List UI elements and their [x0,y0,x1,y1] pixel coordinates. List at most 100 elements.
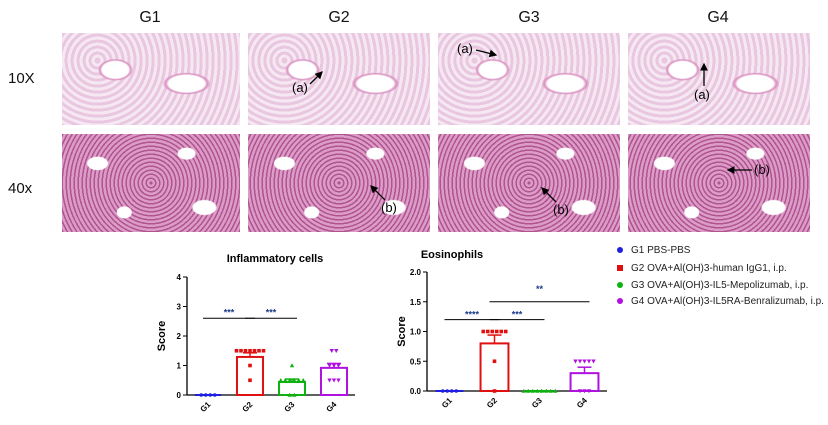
data-point [261,348,266,353]
data-point [199,393,204,397]
x-tick-label: G4 [575,396,589,410]
data-point [544,388,549,393]
legend-label: G4 OVA+Al(OH)3-IL5RA-Benralizumab, i.p. [631,296,824,307]
row-header-40x: 40x [8,180,33,197]
data-point [586,359,592,364]
data-point [292,378,297,383]
annotation-a-g2: (a) [292,80,308,95]
data-point [283,378,288,383]
annotation-a-g3: (a) [457,41,473,56]
data-point [553,388,558,393]
histology-g1-40x [62,134,240,232]
x-tick-label: G1 [440,396,454,410]
data-point [582,389,587,394]
y-tick-label: 2 [177,332,182,341]
data-point [248,363,252,368]
column-header-g3: G3 [518,9,540,26]
data-point [586,389,592,394]
data-point [234,348,239,353]
significance-label: *** [512,310,523,320]
data-point [257,348,261,353]
data-point [336,363,341,368]
x-tick-label: G2 [241,400,255,414]
data-point [582,359,587,364]
chart-title: Inflammatory cells [227,253,324,265]
y-tick-label: 3 [177,303,182,312]
x-tick-label: G1 [199,400,213,414]
legend-label: G1 PBS-PBS [631,245,691,256]
legend-marker-icon [617,265,623,272]
x-tick-label: G3 [530,396,544,410]
data-point [573,359,578,364]
y-tick-label: 4 [177,273,182,282]
data-point [331,363,337,368]
data-point [212,393,217,397]
data-point [287,378,292,383]
histology-g4-10x [628,33,810,125]
data-point [239,348,243,353]
annotation-b-g2: (b) [381,200,397,215]
data-point [445,389,450,393]
legend-marker-icon [617,282,623,289]
data-point [485,329,490,334]
data-point [329,348,334,353]
data-point [494,329,499,334]
legend-label: G2 OVA+Al(OH)3-human IgG1, i.p. [631,263,787,274]
histology-g2-10x [248,33,430,125]
data-point [327,378,332,383]
y-axis-label: Score [396,316,408,347]
bar [277,381,307,396]
arrow-icon [541,187,557,203]
data-point [336,378,341,383]
data-point [248,378,252,383]
significance-label: ** [536,284,544,294]
data-point [499,329,504,334]
legend-marker-icon [617,247,623,254]
y-tick-label: 1.5 [410,298,422,307]
data-point [492,389,497,393]
y-axis-label: Score [156,321,168,352]
row-header-10x: 10X [8,70,35,87]
data-point [301,378,306,383]
bar [479,342,510,392]
data-point [440,389,445,393]
data-point [521,388,526,393]
legend-item: G1 PBS-PBS [617,245,690,256]
data-point [331,378,337,383]
data-point [334,348,339,353]
data-point [577,359,583,364]
data-point [243,348,248,353]
data-point [287,392,292,397]
data-point [327,363,332,368]
legend-label: G3 OVA+Al(OH)3-IL5-Mepolizumab, i.p. [631,280,809,291]
column-header-g4: G4 [707,9,729,26]
data-point [481,329,486,334]
data-point [490,329,495,334]
annotation-b-g3: (b) [553,202,569,217]
histology-g4-40x [628,134,810,232]
data-point [292,392,297,397]
data-point [492,359,497,364]
arrow-icon [370,185,386,201]
data-point [591,359,596,364]
histology-g3-10x [438,33,620,125]
column-header-g1: G1 [139,9,161,26]
y-tick-label: 2.0 [410,268,422,277]
significance-label: *** [224,307,235,317]
arrow-icon [309,71,323,85]
legend-item: G2 OVA+Al(OH)3-human IgG1, i.p. [617,263,787,274]
y-tick-label: 1 [177,362,182,371]
data-point [449,389,454,393]
arrow-icon [475,49,498,58]
data-point [530,388,535,393]
annotation-b-g4: (b) [754,162,770,177]
data-point [203,393,208,397]
legend-marker-icon [617,298,623,305]
data-point [289,363,295,368]
histology-g2-40x [248,134,430,232]
histology-g1-10x [62,33,240,125]
legend-item: G4 OVA+Al(OH)3-IL5RA-Benralizumab, i.p. [617,296,824,307]
y-tick-label: 0.5 [410,357,422,366]
y-tick-label: 1.0 [410,328,422,337]
